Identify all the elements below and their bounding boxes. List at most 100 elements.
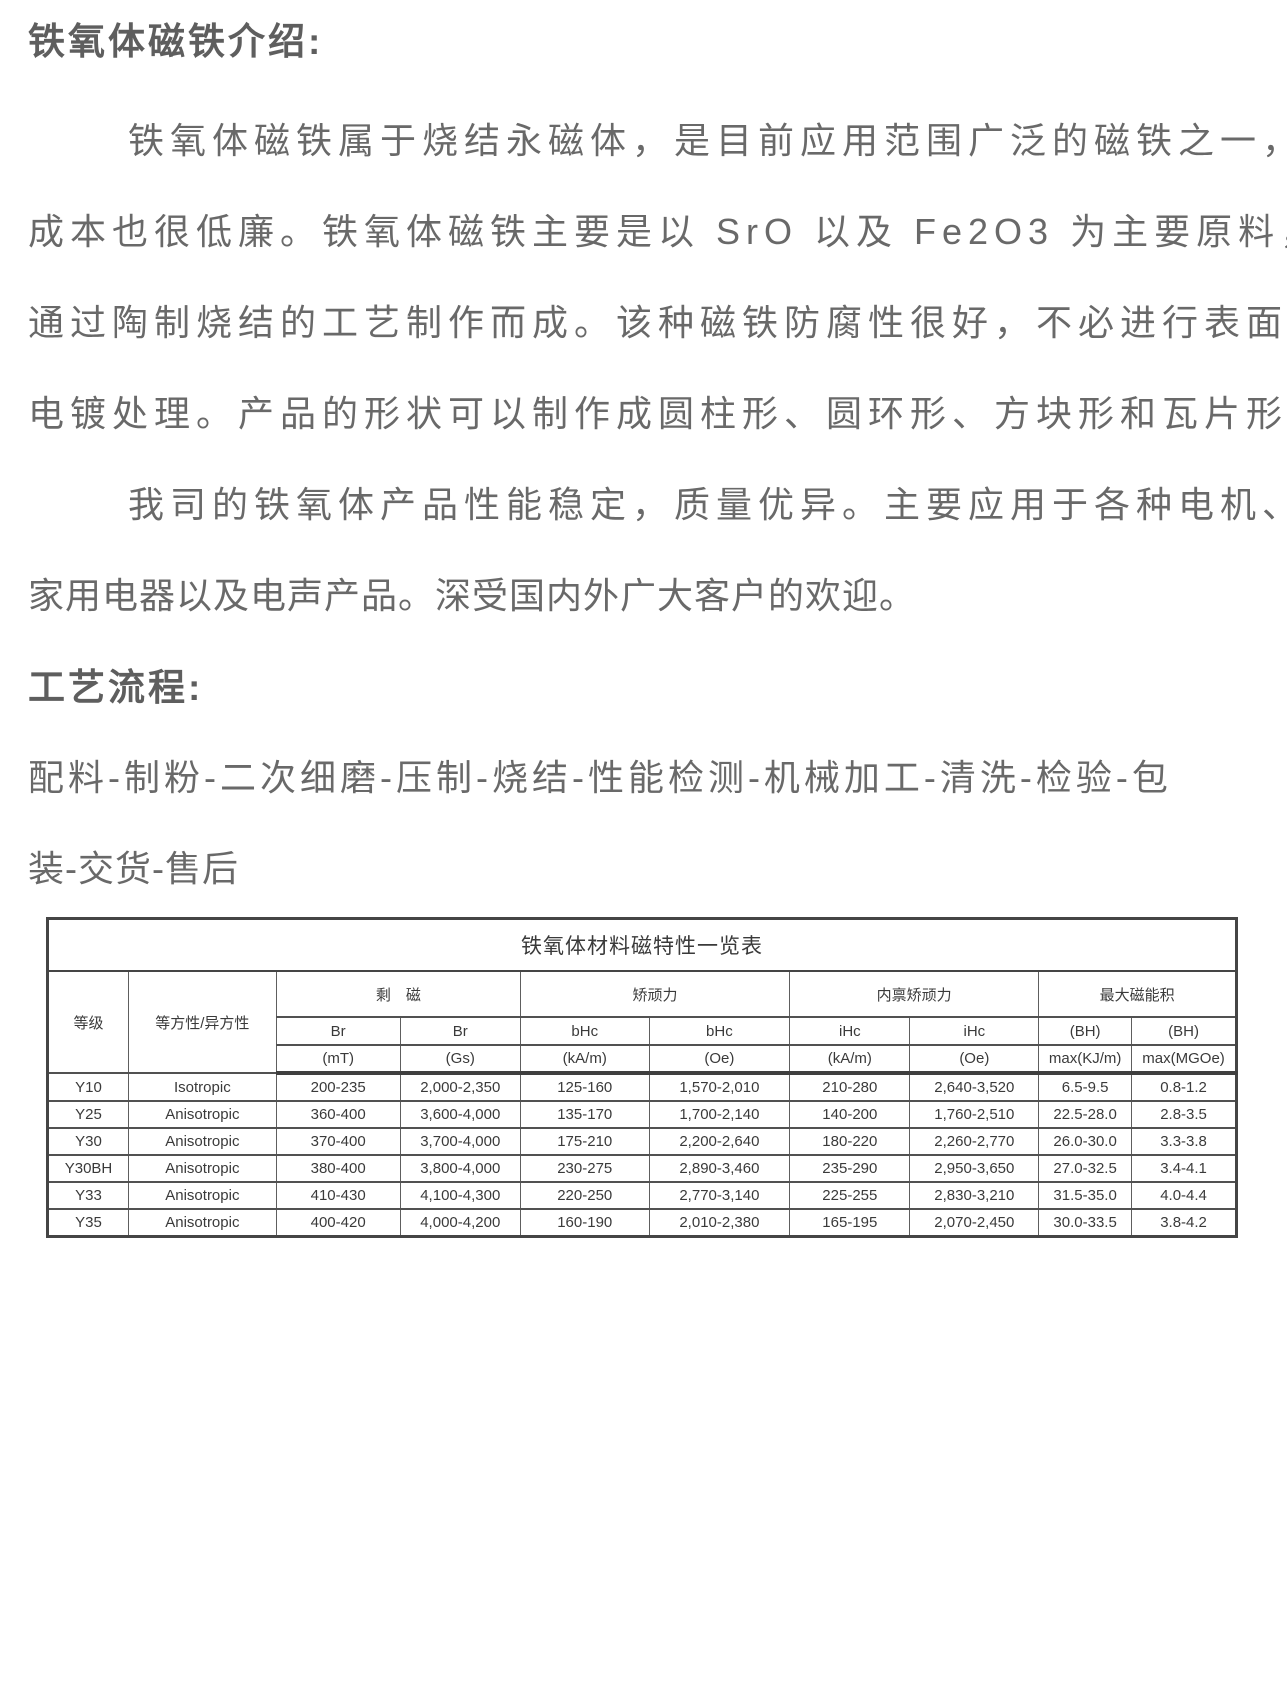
cell-bhc-kam: 160-190 bbox=[519, 1208, 650, 1238]
table-row-y35: Y35 Anisotropic 400-420 4,000-4,200 160-… bbox=[47, 1208, 1237, 1238]
unit-oe-2: (Oe) bbox=[909, 1044, 1040, 1075]
cell-bhc-kam: 220-250 bbox=[519, 1181, 650, 1210]
cell-ihc-oe: 2,070-2,450 bbox=[909, 1208, 1040, 1238]
header-sub-bhc-kam: bHc bbox=[519, 1016, 650, 1046]
process-heading: 工艺流程: bbox=[28, 666, 204, 708]
table-sub-header-row: Br Br bHc bHc iHc iHc (BH) (BH) bbox=[48, 1016, 1237, 1046]
intro-heading: 铁氧体磁铁介绍: bbox=[28, 21, 324, 62]
cell-br-mt: 370-400 bbox=[275, 1127, 401, 1156]
cell-br-mt: 400-420 bbox=[275, 1208, 401, 1238]
header-sub-ihc-kam: iHc bbox=[789, 1016, 911, 1046]
cell-isotropy: Anisotropic bbox=[128, 1100, 277, 1129]
cell-grade: Y10 bbox=[47, 1072, 129, 1102]
cell-br-gs: 2,000-2,350 bbox=[399, 1072, 521, 1102]
header-sub-bh-mgoe: (BH) bbox=[1131, 1016, 1237, 1046]
intro-line-2: 成本也很低廉。铁氧体磁铁主要是以 SrO 以及 Fe2O3 为主要原料， bbox=[28, 210, 1287, 252]
cell-bh-kjm: 27.0-32.5 bbox=[1038, 1154, 1133, 1183]
header-grade: 等级 bbox=[47, 970, 129, 1074]
cell-bh-mgoe: 0.8-1.2 bbox=[1131, 1072, 1237, 1102]
cell-bhc-oe: 2,890-3,460 bbox=[648, 1154, 791, 1183]
cell-bhc-oe: 2,010-2,380 bbox=[648, 1208, 791, 1238]
table-title: 铁氧体材料磁特性一览表 bbox=[47, 917, 1237, 972]
cell-ihc-kam: 210-280 bbox=[789, 1072, 911, 1102]
header-sub-br-gs: Br bbox=[399, 1016, 521, 1046]
header-group-intrinsic-coercivity: 内禀矫顽力 bbox=[789, 970, 1040, 1018]
cell-ihc-kam: 140-200 bbox=[789, 1100, 911, 1129]
cell-isotropy: Isotropic bbox=[128, 1072, 277, 1102]
cell-br-mt: 200-235 bbox=[275, 1072, 401, 1102]
cell-bh-mgoe: 2.8-3.5 bbox=[1131, 1100, 1237, 1129]
table-group-header-row: 等级 等方性/异方性 剩 磁 矫顽力 内禀矫顽力 最大磁能积 bbox=[47, 970, 1237, 1074]
header-sub-bhc-oe: bHc bbox=[648, 1016, 791, 1046]
cell-ihc-oe: 2,260-2,770 bbox=[909, 1127, 1040, 1156]
cell-ihc-kam: 225-255 bbox=[789, 1181, 911, 1210]
cell-grade: Y30 bbox=[47, 1127, 129, 1156]
cell-bh-kjm: 31.5-35.0 bbox=[1038, 1181, 1133, 1210]
magnetic-properties-table: 铁氧体材料磁特性一览表 等级 等方性/异方性 剩 磁 矫顽力 内禀矫顽力 最大磁… bbox=[46, 917, 1238, 1238]
unit-mt: (mT) bbox=[275, 1044, 401, 1075]
cell-br-gs: 3,800-4,000 bbox=[399, 1154, 521, 1183]
unit-max-mgoe: max(MGOe) bbox=[1131, 1044, 1237, 1075]
cell-isotropy: Anisotropic bbox=[128, 1127, 277, 1156]
cell-br-gs: 3,700-4,000 bbox=[399, 1127, 521, 1156]
header-group-remanence: 剩 磁 bbox=[275, 970, 521, 1018]
cell-bhc-kam: 125-160 bbox=[519, 1072, 650, 1102]
cell-bhc-oe: 2,770-3,140 bbox=[648, 1181, 791, 1210]
cell-bhc-oe: 2,200-2,640 bbox=[648, 1127, 791, 1156]
header-group-max-energy-product: 最大磁能积 bbox=[1038, 970, 1237, 1018]
cell-br-gs: 4,000-4,200 bbox=[399, 1208, 521, 1238]
intro-line-5: 我司的铁氧体产品性能稳定，质量优异。主要应用于各种电机、 bbox=[128, 483, 1287, 525]
cell-isotropy: Anisotropic bbox=[128, 1208, 277, 1238]
document-content: 铁氧体磁铁介绍: 铁氧体磁铁属于烧结永磁体，是目前应用范围广泛的磁铁之一， 成本… bbox=[28, 21, 1287, 1238]
unit-max-kjm: max(KJ/m) bbox=[1038, 1044, 1133, 1075]
intro-line-1: 铁氧体磁铁属于烧结永磁体，是目前应用范围广泛的磁铁之一， bbox=[128, 119, 1287, 161]
unit-kam-2: (kA/m) bbox=[789, 1044, 911, 1075]
table-title-row: 铁氧体材料磁特性一览表 bbox=[47, 917, 1237, 972]
header-sub-bh-kj: (BH) bbox=[1038, 1016, 1133, 1046]
cell-br-gs: 3,600-4,000 bbox=[399, 1100, 521, 1129]
cell-bh-kjm: 6.5-9.5 bbox=[1038, 1072, 1133, 1102]
header-sub-ihc-oe: iHc bbox=[909, 1016, 1040, 1046]
process-line-1: 配料-制粉-二次细磨-压制-烧结-性能检测-机械加工-清洗-检验-包 bbox=[28, 756, 1172, 798]
cell-bhc-oe: 1,570-2,010 bbox=[648, 1072, 791, 1102]
table-row-y25: Y25 Anisotropic 360-400 3,600-4,000 135-… bbox=[47, 1100, 1237, 1129]
cell-ihc-kam: 165-195 bbox=[789, 1208, 911, 1238]
table-row-y33: Y33 Anisotropic 410-430 4,100-4,300 220-… bbox=[47, 1181, 1237, 1210]
cell-ihc-oe: 2,830-3,210 bbox=[909, 1181, 1040, 1210]
cell-isotropy: Anisotropic bbox=[128, 1154, 277, 1183]
cell-bhc-kam: 175-210 bbox=[519, 1127, 650, 1156]
cell-ihc-oe: 2,640-3,520 bbox=[909, 1072, 1040, 1102]
table-row-y30bh: Y30BH Anisotropic 380-400 3,800-4,000 23… bbox=[47, 1154, 1237, 1183]
cell-bhc-kam: 135-170 bbox=[519, 1100, 650, 1129]
cell-bh-mgoe: 3.3-3.8 bbox=[1131, 1127, 1237, 1156]
intro-line-3: 通过陶制烧结的工艺制作而成。该种磁铁防腐性很好，不必进行表面 bbox=[28, 301, 1287, 343]
intro-line-6: 家用电器以及电声产品。深受国内外广大客户的欢迎。 bbox=[28, 574, 917, 616]
cell-ihc-kam: 180-220 bbox=[789, 1127, 911, 1156]
cell-br-gs: 4,100-4,300 bbox=[399, 1181, 521, 1210]
cell-bh-mgoe: 3.8-4.2 bbox=[1131, 1208, 1237, 1238]
cell-grade: Y25 bbox=[47, 1100, 129, 1129]
cell-bh-kjm: 30.0-33.5 bbox=[1038, 1208, 1133, 1238]
table-units-row: (mT) (Gs) (kA/m) (Oe) (kA/m) (Oe) max(KJ… bbox=[48, 1044, 1237, 1075]
cell-bh-mgoe: 4.0-4.4 bbox=[1131, 1181, 1237, 1210]
cell-bh-kjm: 26.0-30.0 bbox=[1038, 1127, 1133, 1156]
process-line-2: 装-交货-售后 bbox=[28, 847, 239, 889]
cell-ihc-oe: 1,760-2,510 bbox=[909, 1100, 1040, 1129]
header-sub-br-mt: Br bbox=[275, 1016, 401, 1046]
unit-gs: (Gs) bbox=[399, 1044, 521, 1075]
cell-br-mt: 380-400 bbox=[275, 1154, 401, 1183]
cell-grade: Y33 bbox=[47, 1181, 129, 1210]
table-row-y30: Y30 Anisotropic 370-400 3,700-4,000 175-… bbox=[47, 1127, 1237, 1156]
cell-bhc-oe: 1,700-2,140 bbox=[648, 1100, 791, 1129]
unit-oe-1: (Oe) bbox=[648, 1044, 791, 1075]
cell-grade: Y35 bbox=[47, 1208, 129, 1238]
header-isotropy: 等方性/异方性 bbox=[128, 970, 277, 1074]
cell-ihc-oe: 2,950-3,650 bbox=[909, 1154, 1040, 1183]
cell-br-mt: 360-400 bbox=[275, 1100, 401, 1129]
cell-isotropy: Anisotropic bbox=[128, 1181, 277, 1210]
cell-br-mt: 410-430 bbox=[275, 1181, 401, 1210]
header-group-coercivity: 矫顽力 bbox=[519, 970, 791, 1018]
table-row-y10: Y10 Isotropic 200-235 2,000-2,350 125-16… bbox=[47, 1072, 1237, 1102]
cell-grade: Y30BH bbox=[47, 1154, 129, 1183]
